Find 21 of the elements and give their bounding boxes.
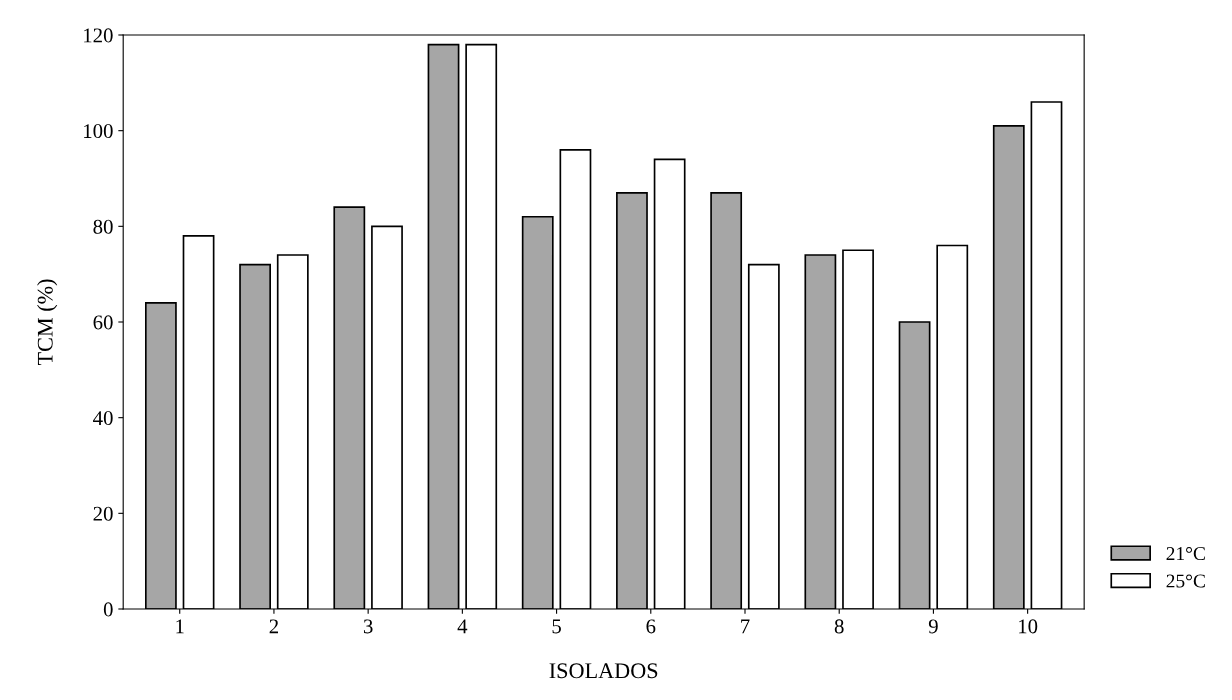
y-tick-label: 80 bbox=[93, 219, 113, 234]
x-tick-label: 6 bbox=[646, 619, 656, 634]
x-tick-label: 1 bbox=[176, 619, 184, 634]
y-tick-label: 0 bbox=[103, 602, 113, 617]
x-tick-label: 3 bbox=[363, 619, 373, 634]
x-tick-label: 9 bbox=[928, 619, 938, 634]
x-tick-label: 8 bbox=[834, 619, 844, 634]
y-tick-label: 40 bbox=[93, 411, 113, 426]
y-tick-label: 120 bbox=[84, 28, 113, 43]
legend-label: 21°C bbox=[1166, 546, 1205, 561]
y-tick-label: 20 bbox=[93, 506, 113, 521]
y-axis-title: TCM (%) bbox=[37, 279, 58, 366]
x-tick-label: 7 bbox=[741, 619, 750, 634]
y-tick-label: 100 bbox=[84, 124, 113, 139]
x-axis-title: ISOLADOS bbox=[549, 663, 658, 679]
legend-label: 25°C bbox=[1166, 574, 1205, 588]
y-tick-label: 60 bbox=[93, 315, 113, 330]
x-tick-label: 5 bbox=[552, 619, 561, 634]
x-tick-label: 10 bbox=[1019, 619, 1038, 634]
x-tick-label: 4 bbox=[457, 619, 468, 634]
x-tick-label: 2 bbox=[269, 619, 278, 634]
